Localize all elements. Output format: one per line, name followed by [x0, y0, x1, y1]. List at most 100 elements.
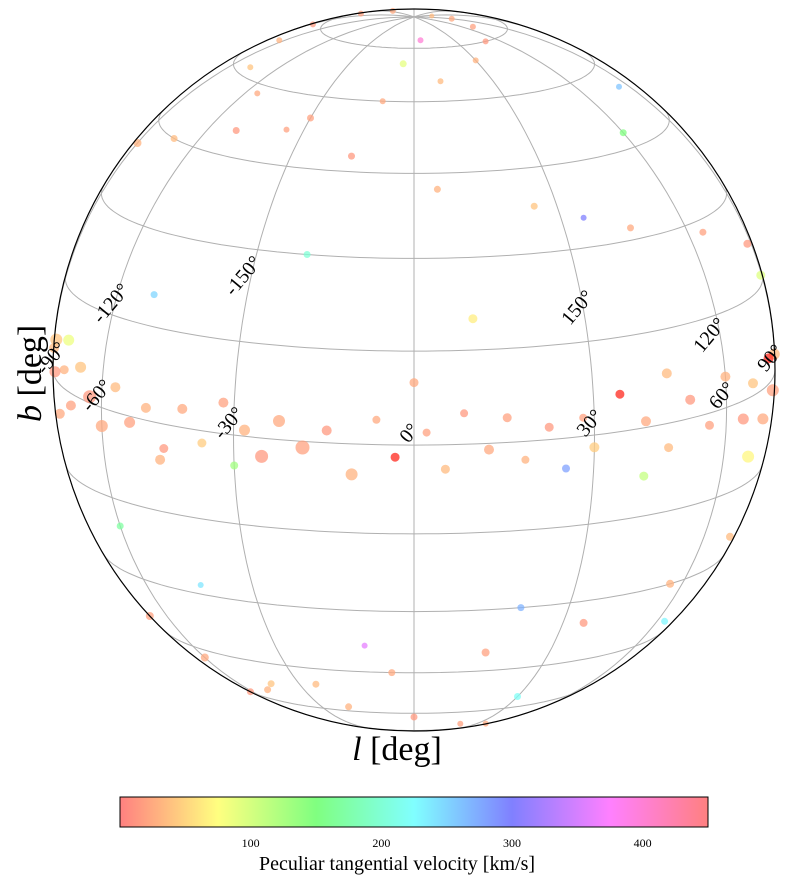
- data-point: [766, 384, 779, 397]
- longitude-tick-label: -150°: [220, 252, 266, 300]
- data-point: [616, 83, 622, 90]
- data-point: [273, 415, 285, 427]
- data-point: [379, 98, 386, 105]
- y-axis-symbol: b: [12, 405, 49, 422]
- data-point: [255, 449, 269, 463]
- data-point: [50, 333, 63, 346]
- x-axis-unit: [deg]: [370, 731, 442, 768]
- longitude-gridline: [100, 16, 415, 712]
- data-point: [661, 617, 669, 625]
- data-point: [726, 532, 734, 541]
- data-point: [197, 582, 204, 588]
- colorbar-tick-label: 300: [503, 836, 521, 850]
- data-point: [95, 420, 108, 432]
- data-point: [345, 703, 353, 711]
- data-point: [589, 442, 600, 453]
- data-point: [468, 314, 478, 324]
- longitude-tick-label: 0°: [395, 419, 423, 447]
- data-point: [756, 270, 766, 280]
- data-point: [460, 409, 469, 418]
- x-axis-symbol: l: [352, 731, 362, 768]
- longitude-tick-label: -60°: [77, 375, 116, 416]
- data-point: [743, 239, 752, 248]
- data-point: [63, 334, 75, 346]
- data-point: [65, 400, 76, 411]
- data-point: [705, 420, 714, 430]
- data-point: [267, 680, 275, 688]
- data-point: [283, 126, 290, 133]
- data-point: [437, 78, 444, 85]
- data-points: [49, 7, 780, 727]
- data-point: [230, 461, 239, 470]
- colorbar-tick-label: 100: [241, 836, 260, 850]
- data-point: [440, 464, 450, 474]
- data-point: [49, 366, 61, 378]
- data-point: [155, 454, 166, 465]
- data-point: [200, 653, 209, 662]
- data-point: [170, 135, 178, 142]
- data-point: [389, 7, 396, 14]
- y-axis-unit: [deg]: [12, 324, 49, 397]
- data-point: [737, 413, 749, 425]
- data-point: [514, 693, 521, 700]
- data-point: [116, 522, 124, 530]
- data-point: [639, 471, 649, 481]
- data-point: [448, 15, 455, 22]
- data-point: [372, 415, 381, 424]
- data-point: [748, 378, 758, 389]
- data-point: [627, 224, 634, 232]
- data-point: [307, 114, 314, 122]
- data-point: [345, 468, 358, 481]
- data-point: [254, 90, 261, 97]
- data-point: [303, 251, 311, 258]
- data-point: [417, 37, 424, 44]
- data-point: [399, 60, 407, 68]
- data-point: [484, 444, 494, 455]
- data-point: [469, 23, 476, 30]
- data-point: [699, 228, 707, 236]
- data-point: [276, 37, 283, 44]
- colorbar-label: Peculiar tangential velocity [km/s]: [258, 853, 536, 875]
- data-point: [615, 389, 625, 399]
- data-point: [321, 425, 332, 436]
- data-point: [562, 464, 570, 473]
- data-point: [429, 13, 435, 19]
- y-axis-label-wrap: b [deg]: [8, 300, 49, 440]
- data-point: [124, 416, 136, 428]
- data-point: [218, 397, 229, 408]
- data-point: [388, 669, 396, 677]
- data-point: [197, 438, 207, 448]
- data-point: [422, 428, 431, 437]
- longitude-tick-label: -30°: [209, 403, 248, 444]
- data-point: [390, 452, 400, 462]
- longitude-gridline: [232, 16, 415, 729]
- longitude-tick-label: 90°: [753, 340, 788, 376]
- data-point: [433, 185, 441, 193]
- data-point: [409, 378, 419, 388]
- data-point: [247, 64, 254, 71]
- data-point: [83, 390, 97, 404]
- data-point: [763, 353, 774, 364]
- data-point: [742, 450, 755, 463]
- data-point: [357, 10, 364, 17]
- sphere-outline: [52, 8, 776, 732]
- data-point: [579, 413, 588, 422]
- x-axis-label: l [deg]: [0, 730, 794, 770]
- data-point: [720, 371, 731, 382]
- data-point: [312, 680, 320, 688]
- data-point: [641, 416, 651, 427]
- data-point: [664, 443, 674, 453]
- data-point: [264, 686, 272, 694]
- longitude-gridline: [413, 16, 596, 729]
- data-point: [295, 440, 310, 455]
- data-point: [177, 403, 188, 414]
- data-point: [580, 214, 587, 221]
- colorbar: [119, 796, 709, 828]
- longitude-tick-label: 60°: [705, 378, 740, 414]
- data-point: [481, 648, 490, 657]
- longitude-tick-label: 150°: [557, 286, 598, 329]
- data-point: [140, 402, 151, 413]
- longitude-tick-label: 30°: [572, 405, 607, 441]
- data-point: [482, 38, 489, 45]
- data-point: [579, 618, 588, 627]
